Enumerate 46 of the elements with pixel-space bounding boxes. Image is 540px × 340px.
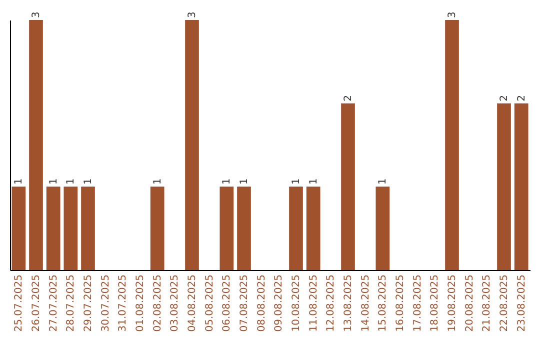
data-label: 3	[31, 12, 42, 18]
x-tick-label: 25.07.2025	[14, 274, 25, 332]
x-tick-label: 18.08.2025	[430, 274, 441, 332]
data-label: 1	[239, 178, 250, 185]
x-tick-label: 08.08.2025	[256, 274, 268, 332]
data-label: 2	[499, 94, 510, 102]
x-tick-label: 13.08.2025	[343, 274, 354, 332]
x-tick-label: 16.08.2025	[395, 274, 406, 332]
x-tick-label: 30.07.2025	[100, 274, 112, 332]
data-label: 3	[447, 12, 458, 18]
x-tick-label: 02.08.2025	[152, 274, 164, 332]
data-label: 1	[378, 178, 389, 185]
data-label: 1	[152, 178, 164, 185]
x-tick-label: 14.08.2025	[360, 274, 372, 332]
x-tick-label: 17.08.2025	[412, 274, 424, 332]
x-tick-label: 22.08.2025	[499, 274, 510, 332]
x-tick-label: 07.08.2025	[239, 274, 250, 332]
x-tick-label: 12.08.2025	[326, 274, 337, 332]
data-label: 1	[14, 178, 25, 185]
x-tick-label: 03.08.2025	[170, 274, 181, 332]
x-tick-label: 04.08.2025	[187, 274, 198, 332]
x-tick-label: 28.07.2025	[66, 274, 77, 332]
x-tick-label: 15.08.2025	[378, 274, 389, 332]
x-tick-label: 05.08.2025	[204, 274, 216, 332]
x-tick-label: 20.08.2025	[464, 274, 476, 332]
data-label: 2	[343, 94, 354, 102]
x-tick-label: 10.08.2025	[291, 274, 302, 332]
x-tick-label: 11.08.2025	[308, 274, 320, 332]
x-tick-label: 19.08.2025	[447, 274, 458, 332]
data-label: 1	[48, 178, 60, 185]
data-label: 1	[222, 178, 233, 185]
x-tick-label: 31.07.2025	[118, 274, 129, 332]
data-label: 1	[308, 178, 320, 185]
x-tick-label: 09.08.2025	[274, 274, 285, 332]
data-label: 1	[66, 178, 77, 185]
x-tick-label: 21.08.2025	[482, 274, 493, 332]
data-label: 3	[187, 12, 198, 18]
x-tick-label: 27.07.2025	[48, 274, 60, 332]
x-tick-label: 29.07.2025	[83, 274, 94, 332]
x-tick-label: 23.08.2025	[516, 274, 528, 332]
data-label: 1	[291, 178, 302, 185]
x-tick-label: 06.08.2025	[222, 274, 233, 332]
x-tick-label: 26.07.2025	[31, 274, 42, 332]
data-label: 1	[83, 178, 94, 185]
x-tick-label: 01.08.2025	[135, 274, 146, 332]
data-label: 2	[516, 94, 528, 102]
